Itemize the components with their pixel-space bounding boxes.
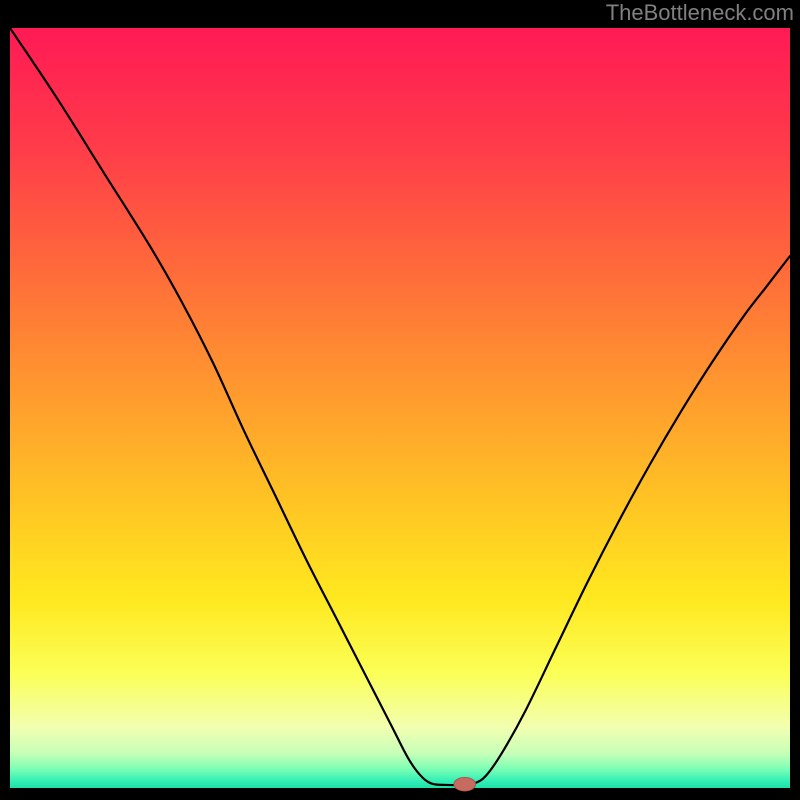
bottleneck-chart — [0, 0, 800, 800]
watermark-text: TheBottleneck.com — [606, 0, 794, 26]
optimal-marker — [454, 777, 476, 791]
chart-container: TheBottleneck.com — [0, 0, 800, 800]
plot-background — [10, 28, 790, 788]
